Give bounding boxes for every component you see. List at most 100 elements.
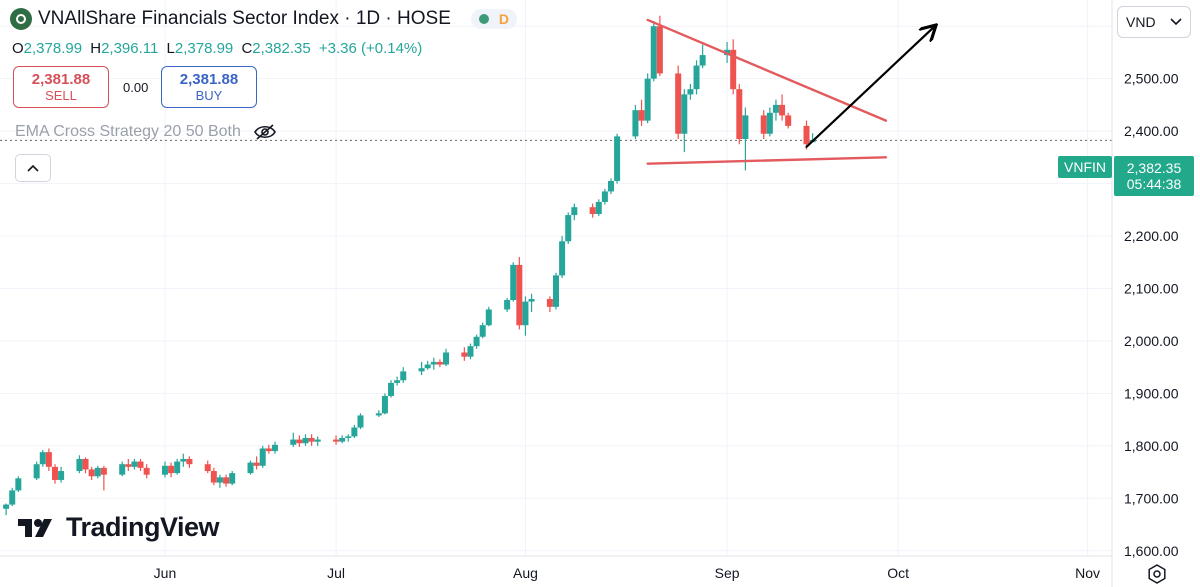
candle-up — [559, 236, 566, 278]
candle-up — [479, 322, 486, 339]
candle-down — [736, 83, 743, 145]
candle-up — [314, 436, 321, 446]
candle-down — [308, 434, 315, 446]
change-value: +3.36 (+0.14%) — [318, 40, 423, 57]
time-tick-label: Sep — [715, 565, 740, 581]
candle-up — [424, 360, 431, 370]
candle-up — [345, 434, 352, 442]
candle-down — [137, 458, 144, 472]
candle-up — [418, 361, 425, 376]
candle-down — [253, 456, 260, 470]
candle-down — [436, 359, 443, 368]
tradingview-watermark[interactable]: TradingView — [18, 512, 220, 543]
candle-up — [3, 503, 10, 516]
market-status[interactable]: D — [470, 9, 518, 29]
price-tick-label: 2,400.00 — [1124, 123, 1179, 139]
price-tick-label: 2,500.00 — [1124, 71, 1179, 87]
close-label: C — [241, 40, 253, 57]
candle-up — [766, 107, 773, 137]
settings-icon[interactable] — [1146, 563, 1168, 585]
candle-up — [650, 20, 657, 82]
candle-up — [571, 203, 578, 221]
candle-up — [614, 133, 621, 184]
time-tick-label: Jun — [154, 565, 177, 581]
candle-up — [9, 487, 16, 507]
candle-down — [785, 112, 792, 129]
candle-up — [216, 474, 223, 488]
indicator-legend[interactable]: EMA Cross Strategy 20 50 Both — [15, 123, 277, 141]
candle-up — [681, 89, 688, 153]
price-tick-label: 2,000.00 — [1124, 333, 1179, 349]
eye-off-icon[interactable] — [253, 123, 277, 141]
candle-up — [381, 393, 388, 415]
candle-up — [430, 357, 437, 370]
price-tick-label: 1,900.00 — [1124, 385, 1179, 401]
candle-up — [473, 334, 480, 349]
candle-up — [699, 44, 706, 69]
last-price-value: 2,382.35 — [1126, 160, 1182, 176]
candle-up — [302, 434, 309, 446]
open-value: 2,378.99 — [23, 40, 83, 57]
candle-down — [803, 120, 810, 150]
candle-up — [388, 380, 395, 398]
candle-up — [687, 83, 694, 100]
candle-down — [45, 448, 52, 472]
candle-up — [259, 445, 266, 468]
candle-up — [33, 461, 40, 480]
trendline-drawing[interactable] — [646, 18, 888, 122]
candle-up — [247, 460, 254, 475]
collapse-legend-button[interactable] — [15, 154, 51, 182]
high-value: 2,396.11 — [101, 40, 159, 57]
price-tick-label: 2,100.00 — [1124, 280, 1179, 296]
symbol-title[interactable]: VNAllShare Financials Sector Index · 1D … — [38, 8, 451, 29]
candle-down — [675, 65, 682, 139]
candle-up — [632, 104, 639, 139]
candle-down — [296, 435, 303, 447]
candle-down — [333, 435, 340, 445]
candle-up — [15, 476, 22, 493]
candle-up — [693, 60, 700, 95]
candle-up — [357, 413, 364, 430]
price-tick-label: 1,700.00 — [1124, 490, 1179, 506]
sell-button[interactable]: 2,381.88 SELL — [13, 66, 109, 108]
candle-up — [595, 199, 602, 217]
candle-up — [553, 272, 559, 310]
candle-down — [223, 474, 230, 487]
candle-down — [265, 444, 272, 454]
ohlc-values: O2,378.99 H2,396.11 L2,378.99 C2,382.35 … — [12, 40, 422, 57]
candle-down — [730, 39, 737, 95]
candle-up — [76, 455, 83, 474]
candle-down — [51, 464, 58, 484]
candle-up — [131, 458, 138, 470]
candle-up — [772, 99, 779, 121]
price-tick-label: 2,200.00 — [1124, 228, 1179, 244]
candle-up — [504, 297, 511, 313]
candle-down — [516, 257, 523, 330]
time-tick-label: Jul — [327, 565, 345, 581]
tradingview-logo-icon — [18, 518, 52, 537]
chevron-up-icon — [27, 164, 39, 172]
candle-up — [119, 461, 126, 477]
candle-up — [607, 178, 614, 195]
buy-button[interactable]: 2,381.88 BUY — [161, 66, 257, 108]
candle-up — [443, 348, 450, 367]
time-axis: Jun Jul Aug Sep Oct Nov — [154, 565, 1100, 581]
low-label: L — [166, 40, 175, 57]
trendline-drawing[interactable] — [646, 156, 888, 165]
candle-up — [522, 296, 529, 336]
candle-up — [644, 73, 651, 124]
candle-up — [94, 465, 101, 479]
symbol-header[interactable]: VNAllShare Financials Sector Index · 1D … — [10, 8, 518, 30]
candle-up — [510, 262, 517, 302]
last-price-badge: 2,382.35 05:44:38 — [1114, 156, 1194, 196]
candle-down — [461, 347, 468, 361]
currency-selector[interactable]: VND — [1117, 6, 1191, 38]
candle-down — [82, 457, 89, 474]
candle-down — [143, 464, 150, 479]
candle-down — [638, 99, 645, 126]
open-label: O — [12, 40, 24, 57]
price-axis: 2,600.002,500.002,400.002,300.002,200.00… — [1124, 18, 1179, 559]
candle-down — [186, 456, 193, 468]
candle-up — [565, 212, 572, 244]
arrow-drawing[interactable] — [805, 26, 935, 148]
